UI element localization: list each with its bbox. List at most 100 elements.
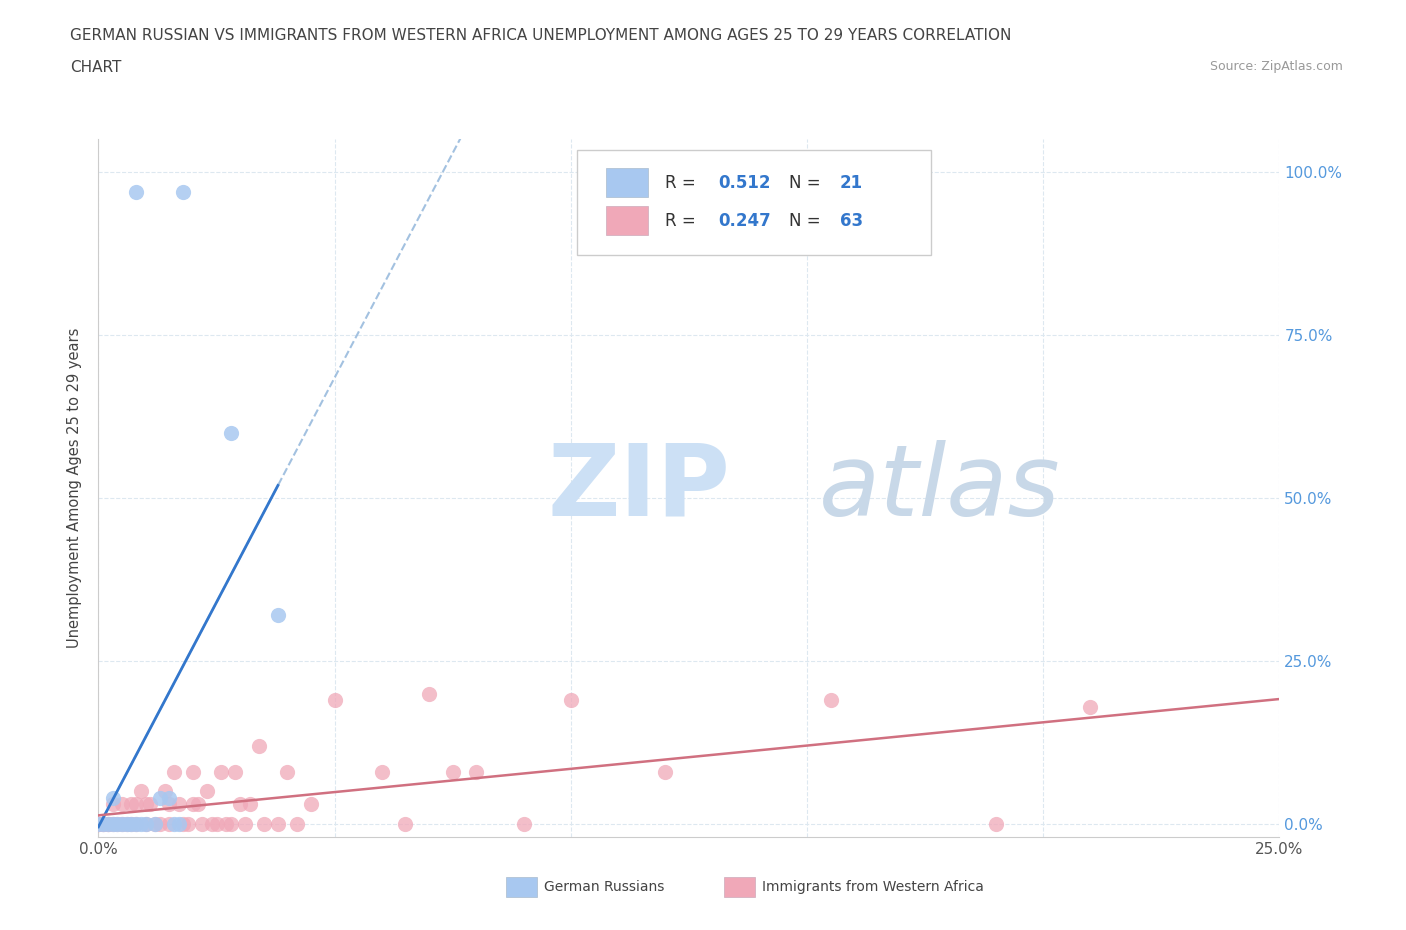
Point bbox=[153, 784, 176, 799]
Point bbox=[267, 817, 290, 831]
Point bbox=[105, 817, 128, 831]
Point bbox=[135, 817, 157, 831]
Point bbox=[187, 797, 209, 812]
Point bbox=[181, 764, 204, 779]
Point bbox=[87, 817, 110, 831]
Point bbox=[191, 817, 214, 831]
Text: Immigrants from Western Africa: Immigrants from Western Africa bbox=[762, 880, 984, 895]
Point bbox=[101, 797, 124, 812]
Point bbox=[247, 738, 270, 753]
Point bbox=[465, 764, 488, 779]
Point bbox=[91, 817, 114, 831]
Point bbox=[195, 784, 218, 799]
Point bbox=[371, 764, 394, 779]
Point bbox=[101, 817, 124, 831]
Point bbox=[181, 797, 204, 812]
Point bbox=[97, 817, 120, 831]
Point bbox=[91, 817, 114, 831]
Text: 63: 63 bbox=[841, 212, 863, 230]
Point bbox=[219, 817, 242, 831]
Point bbox=[87, 817, 110, 831]
Point bbox=[105, 817, 128, 831]
Point bbox=[229, 797, 252, 812]
Point bbox=[125, 184, 148, 199]
Point bbox=[654, 764, 676, 779]
Point bbox=[276, 764, 298, 779]
Point bbox=[101, 790, 124, 805]
FancyBboxPatch shape bbox=[576, 150, 931, 255]
Point bbox=[139, 797, 162, 812]
Point bbox=[129, 817, 152, 831]
Point bbox=[512, 817, 534, 831]
Point bbox=[115, 817, 138, 831]
Point bbox=[1080, 699, 1102, 714]
Point bbox=[172, 817, 194, 831]
Point bbox=[219, 425, 242, 440]
Text: Source: ZipAtlas.com: Source: ZipAtlas.com bbox=[1209, 60, 1343, 73]
Point bbox=[820, 693, 842, 708]
Point bbox=[209, 764, 232, 779]
Text: GERMAN RUSSIAN VS IMMIGRANTS FROM WESTERN AFRICA UNEMPLOYMENT AMONG AGES 25 TO 2: GERMAN RUSSIAN VS IMMIGRANTS FROM WESTER… bbox=[70, 28, 1012, 43]
Bar bbox=[606, 168, 648, 197]
Point bbox=[233, 817, 256, 831]
Point bbox=[441, 764, 464, 779]
Point bbox=[111, 797, 134, 812]
Point bbox=[163, 817, 186, 831]
Point bbox=[125, 817, 148, 831]
Point bbox=[299, 797, 322, 812]
Point bbox=[984, 817, 1007, 831]
Text: 0.512: 0.512 bbox=[718, 174, 770, 192]
Point bbox=[111, 817, 134, 831]
Point bbox=[135, 797, 157, 812]
Text: ZIP: ZIP bbox=[547, 440, 730, 537]
Bar bbox=[606, 206, 648, 235]
Point bbox=[121, 797, 143, 812]
Text: N =: N = bbox=[789, 174, 827, 192]
Point bbox=[239, 797, 262, 812]
Text: R =: R = bbox=[665, 174, 702, 192]
Point bbox=[323, 693, 346, 708]
Point bbox=[394, 817, 416, 831]
Y-axis label: Unemployment Among Ages 25 to 29 years: Unemployment Among Ages 25 to 29 years bbox=[67, 328, 83, 648]
Point bbox=[560, 693, 582, 708]
Point bbox=[167, 797, 190, 812]
Point bbox=[205, 817, 228, 831]
Text: N =: N = bbox=[789, 212, 827, 230]
Text: R =: R = bbox=[665, 212, 702, 230]
Point bbox=[87, 817, 110, 831]
Point bbox=[201, 817, 224, 831]
Point bbox=[91, 817, 114, 831]
Point bbox=[125, 817, 148, 831]
Point bbox=[215, 817, 238, 831]
Point bbox=[101, 817, 124, 831]
Point bbox=[157, 797, 180, 812]
Point bbox=[97, 817, 120, 831]
Text: 0.247: 0.247 bbox=[718, 212, 772, 230]
Text: CHART: CHART bbox=[70, 60, 122, 75]
Point bbox=[149, 817, 172, 831]
Point bbox=[177, 817, 200, 831]
Point bbox=[87, 817, 110, 831]
Point bbox=[135, 817, 157, 831]
Point bbox=[97, 817, 120, 831]
Point bbox=[125, 797, 148, 812]
Point bbox=[121, 817, 143, 831]
Point bbox=[157, 817, 180, 831]
Point bbox=[157, 790, 180, 805]
Point bbox=[143, 817, 166, 831]
Point bbox=[149, 790, 172, 805]
Point bbox=[285, 817, 308, 831]
Point bbox=[253, 817, 276, 831]
Text: atlas: atlas bbox=[818, 440, 1060, 537]
Point bbox=[87, 817, 110, 831]
Point bbox=[167, 817, 190, 831]
Point bbox=[224, 764, 246, 779]
Point bbox=[163, 764, 186, 779]
Point bbox=[172, 184, 194, 199]
Point bbox=[143, 817, 166, 831]
Point bbox=[129, 784, 152, 799]
Point bbox=[267, 608, 290, 623]
Text: German Russians: German Russians bbox=[544, 880, 665, 895]
Point bbox=[111, 817, 134, 831]
Point bbox=[115, 817, 138, 831]
